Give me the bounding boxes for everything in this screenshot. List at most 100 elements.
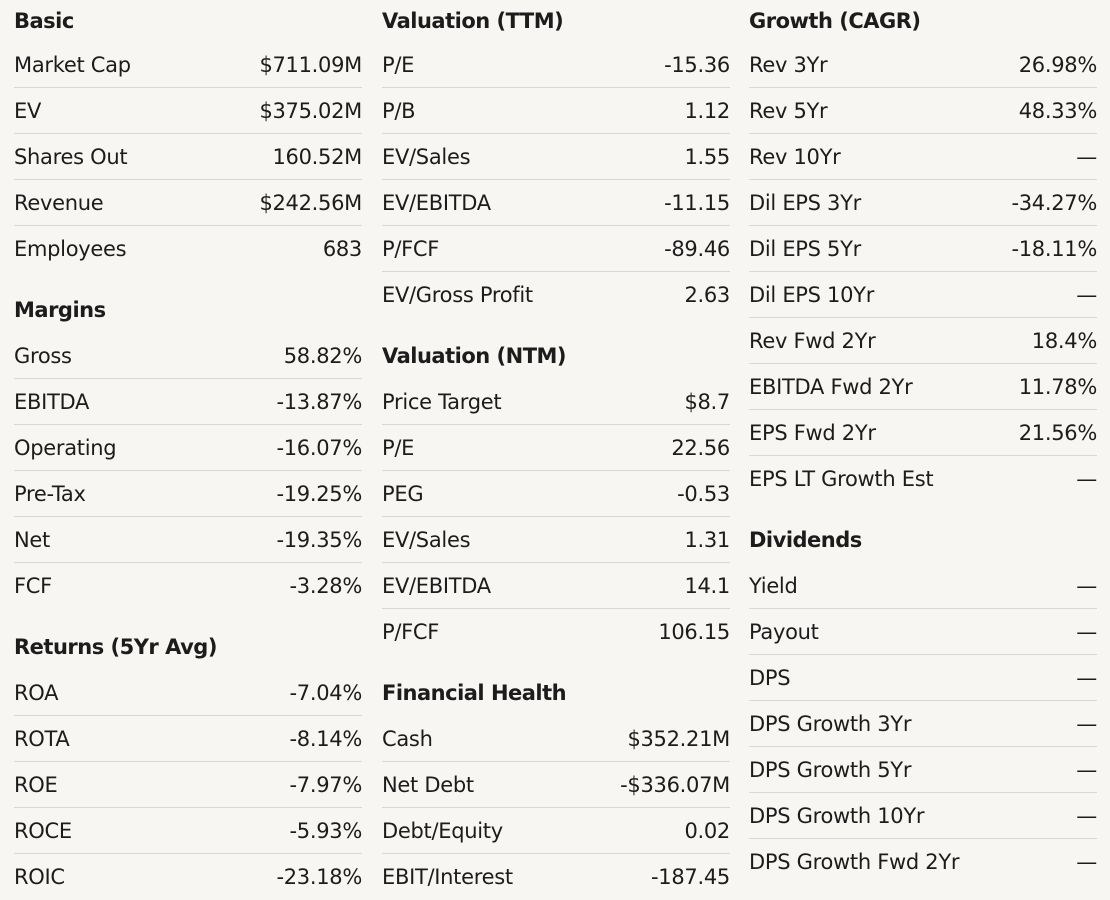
metric-label: P/E [382, 52, 415, 77]
metric-value: — [1076, 573, 1097, 598]
metric-row-ebitda: EBITDA -13.87% [14, 379, 362, 425]
metric-row-roe: ROE -7.97% [14, 762, 362, 808]
metric-value: — [1076, 619, 1097, 644]
metric-label: DPS Growth 3Yr [749, 711, 912, 736]
metric-row-dil-eps-5yr: Dil EPS 5Yr -18.11% [749, 226, 1097, 272]
metric-row-debt-equity: Debt/Equity 0.02 [382, 808, 730, 854]
metric-label: DPS Growth 10Yr [749, 803, 925, 828]
metric-row-roa: ROA -7.04% [14, 670, 362, 716]
metric-label: DPS [749, 665, 791, 690]
metric-label: ROIC [14, 865, 65, 889]
metric-label: DPS Growth Fwd 2Yr [749, 850, 960, 874]
section-title: Basic [14, 9, 74, 33]
metric-value: -34.27% [1011, 190, 1097, 215]
section-margins: Margins Gross 58.82% EBITDA -13.87% Operating… [14, 287, 362, 609]
metric-label: EBIT/Interest [382, 865, 513, 889]
metric-value: 683 [322, 237, 362, 261]
metric-label: Yield [749, 573, 798, 598]
section-financial-health: Financial Health Cash $352.21M Net Debt -$33… [382, 670, 730, 900]
metrics-column-3: Growth (CAGR) Rev 3Yr 26.98% Rev 5Yr 48.33% R… [749, 0, 1097, 885]
section-title: Margins [14, 298, 106, 322]
metric-row-net: Net -19.35% [14, 517, 362, 563]
metric-row-dps-growth-3yr: DPS Growth 3Yr — [749, 701, 1097, 747]
section-title: Growth (CAGR) [749, 9, 921, 33]
metric-label: EBITDA [14, 389, 90, 414]
section-title: Returns (5Yr Avg) [14, 635, 217, 659]
metric-label: ROCE [14, 818, 72, 843]
metric-value: -0.53 [677, 481, 730, 506]
metric-row-rev-fwd-2yr: Rev Fwd 2Yr 18.4% [749, 318, 1097, 364]
metric-label: Dil EPS 5Yr [749, 236, 861, 261]
section-title: Valuation (NTM) [382, 344, 567, 368]
metric-row-dps-growth-fwd-2yr: DPS Growth Fwd 2Yr — [749, 839, 1097, 885]
metric-label: Debt/Equity [382, 818, 503, 843]
metric-row-price-target: Price Target $8.7 [382, 379, 730, 425]
metric-label: EV/Sales [382, 144, 471, 169]
metric-label: Shares Out [14, 144, 128, 169]
metric-value: -23.18% [276, 865, 362, 889]
metric-label: Cash [382, 726, 433, 751]
metric-label: Market Cap [14, 52, 131, 77]
metric-value: 1.12 [684, 98, 730, 123]
metric-label: Dil EPS 10Yr [749, 282, 875, 307]
metric-row-ev-sales: EV/Sales 1.55 [382, 134, 730, 180]
metric-value: -7.04% [289, 680, 363, 705]
metric-label: FCF [14, 574, 52, 598]
metric-row-dps-growth-10yr: DPS Growth 10Yr — [749, 793, 1097, 839]
metric-value: 0.02 [684, 818, 730, 843]
metric-label: Revenue [14, 190, 104, 215]
section-title: Valuation (TTM) [382, 9, 564, 33]
metric-row-roic: ROIC -23.18% [14, 854, 362, 900]
metric-row-p-fcf: P/FCF 106.15 [382, 609, 730, 655]
metric-row-rev-10yr: Rev 10Yr — [749, 134, 1097, 180]
metric-value: 58.82% [283, 343, 363, 368]
metric-value: -11.15 [664, 190, 730, 215]
metric-value: -18.11% [1011, 236, 1097, 261]
section-valuation-ttm: Valuation (TTM) P/E -15.36 P/B 1.12 EV/Sales 1… [382, 0, 730, 318]
metric-label: Price Target [382, 389, 502, 414]
metric-value: -16.07% [276, 435, 362, 460]
metric-label: EPS Fwd 2Yr [749, 420, 876, 445]
metric-row-pre-tax: Pre-Tax -19.25% [14, 471, 362, 517]
section-basic: Basic Market Cap $711.09M EV $375.02M Shares … [14, 0, 362, 272]
metric-row-ev-ebitda: EV/EBITDA 14.1 [382, 563, 730, 609]
metric-label: Employees [14, 237, 127, 261]
metric-value: 14.1 [684, 573, 730, 598]
metrics-column-1: Basic Market Cap $711.09M EV $375.02M Shares … [14, 0, 362, 900]
metric-label: EV/Gross Profit [382, 283, 533, 307]
metric-value: -7.97% [289, 772, 363, 797]
metric-row-revenue: Revenue $242.56M [14, 180, 362, 226]
metric-value: — [1076, 850, 1097, 874]
metric-value: $375.02M [259, 98, 362, 123]
metric-label: PEG [382, 481, 424, 506]
metric-value: 160.52M [272, 144, 363, 169]
metric-value: -89.46 [664, 236, 730, 261]
metric-row-ev-ebitda: EV/EBITDA -11.15 [382, 180, 730, 226]
metric-value: -13.87% [276, 389, 362, 414]
metric-row-dil-eps-3yr: Dil EPS 3Yr -34.27% [749, 180, 1097, 226]
metric-label: Rev 3Yr [749, 52, 828, 77]
metric-row-cash: Cash $352.21M [382, 716, 730, 762]
metrics-column-2: Valuation (TTM) P/E -15.36 P/B 1.12 EV/Sales 1… [382, 0, 730, 900]
metric-row-rev-5yr: Rev 5Yr 48.33% [749, 88, 1097, 134]
metric-label: P/FCF [382, 236, 440, 261]
metric-value: 1.55 [684, 144, 730, 169]
metric-value: 2.63 [684, 283, 730, 307]
metric-label: DPS Growth 5Yr [749, 757, 912, 782]
metric-value: 106.15 [658, 620, 730, 644]
metric-value: 22.56 [671, 435, 730, 460]
metric-row-dps-growth-5yr: DPS Growth 5Yr — [749, 747, 1097, 793]
metric-value: — [1076, 665, 1097, 690]
metric-row-ev-sales: EV/Sales 1.31 [382, 517, 730, 563]
metric-value: — [1076, 467, 1097, 491]
metric-label: Rev 10Yr [749, 144, 841, 169]
metric-label: EPS LT Growth Est [749, 467, 934, 491]
metric-label: Rev Fwd 2Yr [749, 328, 876, 353]
metric-row-shares-out: Shares Out 160.52M [14, 134, 362, 180]
metric-row-dps: DPS — [749, 655, 1097, 701]
metric-value: -3.28% [289, 574, 363, 598]
metric-row-gross: Gross 58.82% [14, 333, 362, 379]
metric-row-peg: PEG -0.53 [382, 471, 730, 517]
metric-row-yield: Yield — [749, 563, 1097, 609]
metric-row-payout: Payout — [749, 609, 1097, 655]
